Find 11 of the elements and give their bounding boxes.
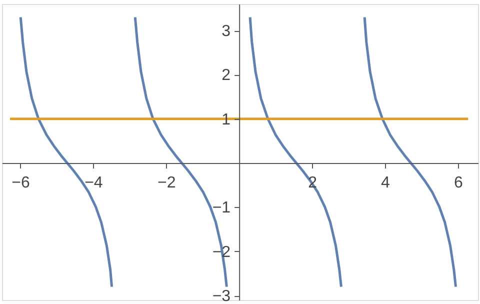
y-tick-label: −3	[212, 288, 231, 304]
x-tick-label: 6	[454, 174, 463, 192]
line-series	[134, 16, 228, 288]
y-tick-label: −1	[212, 200, 231, 217]
line-series	[248, 16, 342, 288]
y-tick-label: 2	[222, 67, 231, 84]
x-tick-label: −2	[158, 174, 176, 192]
x-tick-label: 4	[381, 174, 390, 192]
x-tick-label: −6	[12, 174, 30, 192]
x-tick-label: −4	[84, 174, 103, 192]
y-tick-label: 3	[222, 23, 231, 40]
